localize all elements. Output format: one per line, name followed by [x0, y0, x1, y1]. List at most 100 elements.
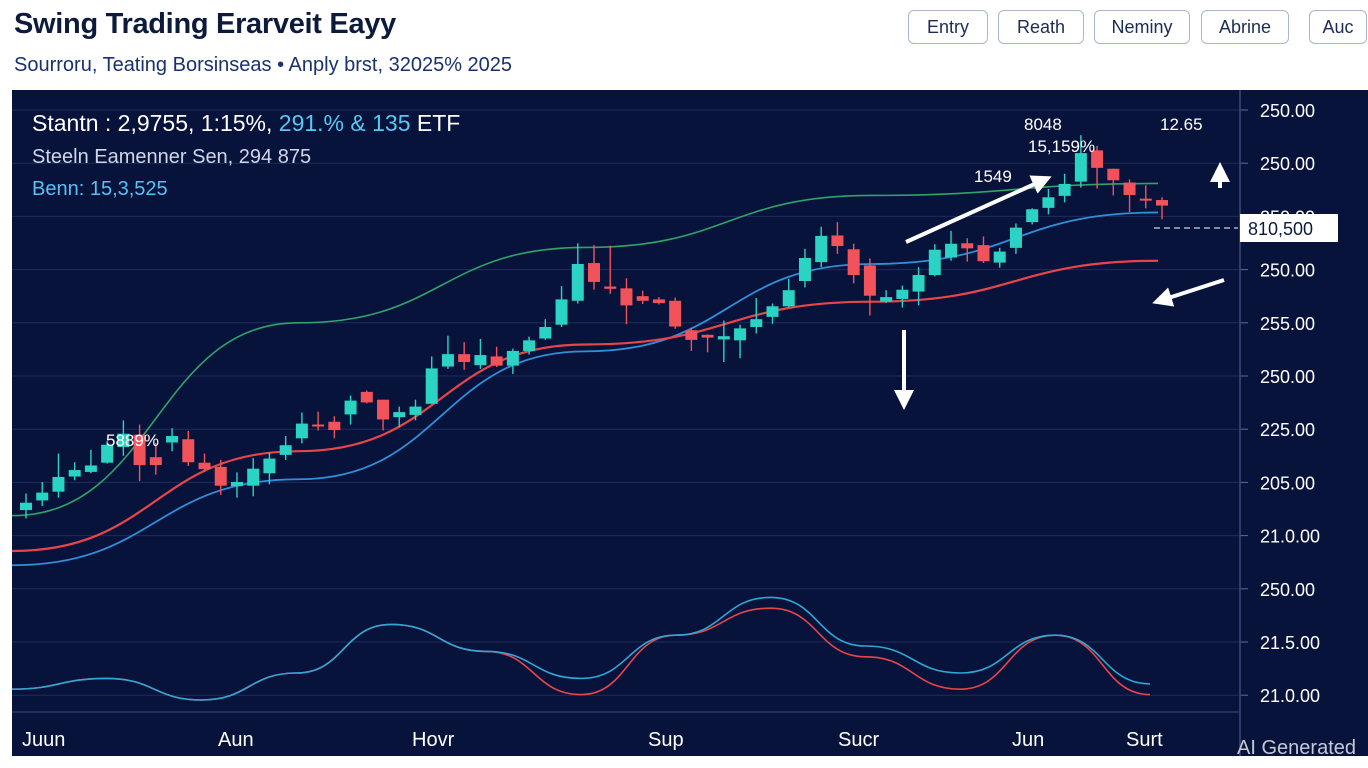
y-tick-label: 250.00: [1260, 154, 1315, 174]
candle-body: [20, 502, 32, 511]
candle: [1058, 173, 1071, 203]
candle: [750, 298, 763, 334]
candle: [945, 230, 958, 261]
candle-body: [312, 424, 325, 427]
candle: [52, 453, 65, 498]
candle: [425, 356, 438, 404]
info-line-3: Benn: 15,3,525: [32, 178, 168, 200]
candle-body: [652, 299, 665, 304]
candle-body: [588, 263, 600, 282]
chart-annotation: 1549: [974, 167, 1012, 186]
candle: [20, 493, 32, 519]
candle: [68, 462, 81, 481]
candlestick-chart: 250.00 250.00 250.00 250.00 255.00 250.00 225.…: [12, 90, 1338, 756]
uptrend-arrow: [905, 175, 1052, 244]
y-tick-label: 21.0.00: [1260, 686, 1320, 706]
candle: [166, 428, 179, 452]
candle-body: [717, 336, 730, 340]
candle: [458, 342, 471, 370]
candle: [312, 411, 325, 431]
candle: [117, 420, 130, 456]
candle-body: [1042, 197, 1055, 208]
candle: [1091, 145, 1104, 189]
candle: [734, 324, 747, 359]
candle: [912, 267, 925, 306]
candle-body: [571, 263, 584, 301]
moving-average-slow: [12, 259, 1159, 553]
candle: [409, 399, 422, 421]
candle: [831, 222, 844, 254]
candle-body: [815, 235, 828, 263]
x-tick-label: Jun: [1012, 729, 1044, 751]
candle-body: [750, 319, 763, 327]
y-tick-label: 21.0.00: [1260, 527, 1320, 547]
entry-button[interactable]: Entry: [908, 10, 988, 44]
candle-body: [1074, 153, 1087, 182]
candle: [360, 390, 373, 404]
candle: [555, 286, 568, 327]
candle: [782, 278, 795, 308]
moving-average-fast: [12, 182, 1159, 517]
neminy-button[interactable]: Neminy: [1094, 10, 1190, 44]
abrine-button[interactable]: Abrine: [1201, 10, 1289, 44]
auc-button[interactable]: Auc: [1309, 10, 1367, 44]
candle: [149, 442, 162, 475]
candle: [198, 453, 211, 472]
candle-body: [685, 330, 698, 340]
reath-button[interactable]: Reath: [998, 10, 1084, 44]
candle: [896, 285, 909, 308]
candle-body: [701, 334, 714, 338]
candle-body: [1139, 198, 1152, 201]
x-tick-label: Sucr: [838, 729, 879, 751]
candle-body: [149, 457, 162, 465]
candle: [133, 424, 146, 482]
candle: [685, 327, 698, 351]
candle-body: [409, 406, 422, 415]
candle-body: [101, 444, 114, 463]
candle-body: [880, 297, 893, 302]
candle: [977, 236, 990, 264]
candle-body: [1026, 209, 1039, 223]
candle: [1074, 135, 1087, 188]
candle-body: [782, 290, 795, 307]
candle-body: [1058, 183, 1071, 196]
candle-body: [506, 350, 519, 366]
candle: [1009, 223, 1022, 254]
candle: [588, 245, 600, 290]
x-tick-label: Juun: [22, 729, 65, 751]
candle-body: [896, 289, 909, 299]
candle-body: [523, 340, 536, 351]
candle-body: [766, 306, 779, 317]
candle: [798, 248, 811, 288]
candle: [863, 258, 876, 316]
candle: [815, 226, 828, 268]
moving-average-mid: [12, 211, 1159, 567]
candle-body: [977, 245, 990, 262]
candle: [377, 399, 390, 431]
info-line-1-highlight: 291.% & 135: [278, 110, 411, 136]
x-tick-label: Hovr: [412, 729, 455, 751]
candle-body: [734, 328, 747, 341]
candle: [669, 297, 682, 329]
candle: [506, 348, 519, 374]
watermark: AI Generated: [1237, 737, 1356, 759]
y-tick-label: 225.00: [1260, 420, 1315, 440]
x-tick-label: Sup: [648, 729, 684, 751]
candle-body: [1091, 150, 1104, 168]
candle-body: [604, 286, 617, 289]
candle-body: [1156, 200, 1168, 206]
candle: [393, 406, 406, 428]
candle-body: [620, 288, 633, 306]
candle: [328, 416, 341, 439]
candle: [1042, 189, 1055, 215]
candle-body: [247, 468, 260, 486]
candle: [717, 320, 730, 362]
candle-body: [993, 251, 1006, 263]
candle-body: [636, 296, 649, 301]
candle: [490, 346, 503, 368]
candle: [636, 290, 649, 304]
candle-body: [474, 355, 487, 366]
candle-body: [198, 462, 211, 470]
info-line-1-suffix: ETF: [416, 110, 461, 136]
candle-body: [490, 356, 503, 366]
